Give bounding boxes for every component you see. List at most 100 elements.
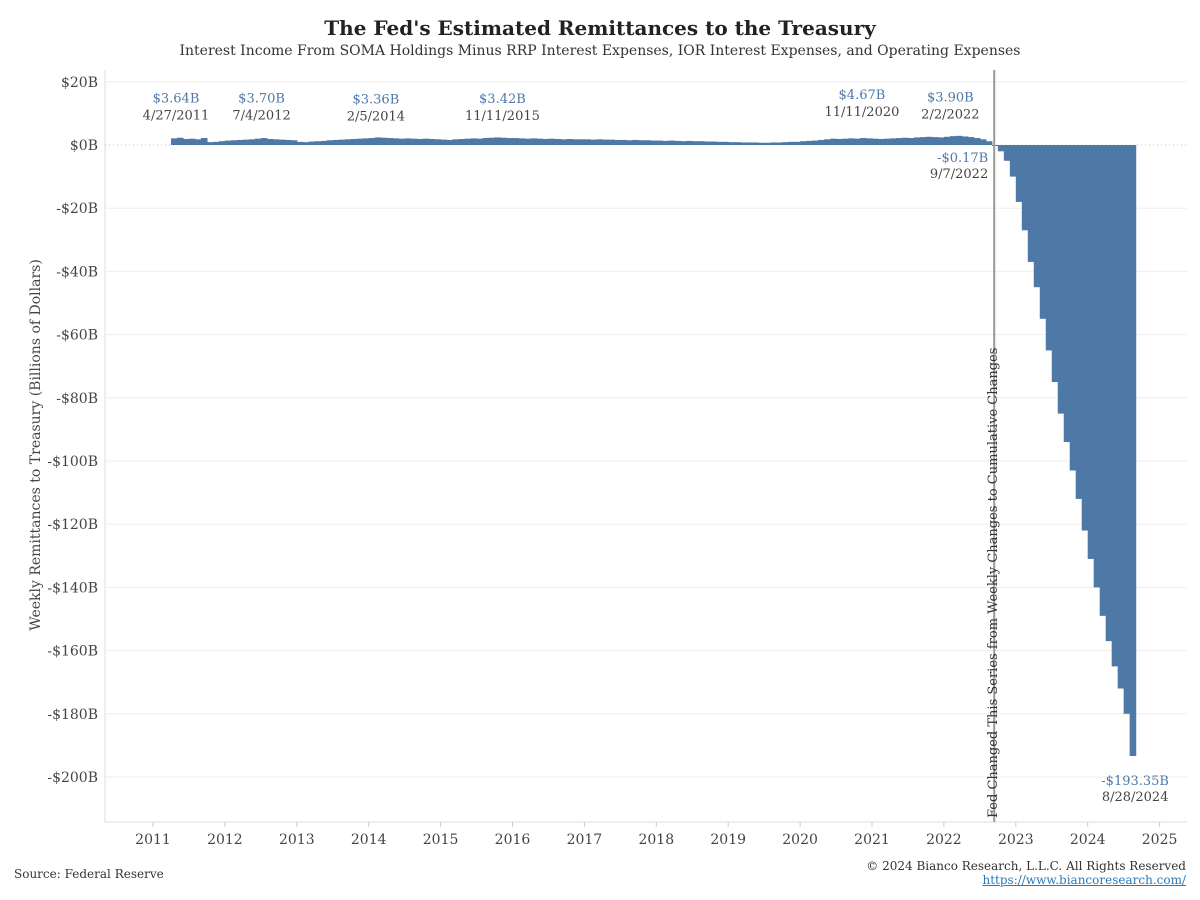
- bar: [662, 140, 669, 145]
- bar: [997, 145, 1005, 152]
- bar: [254, 138, 262, 145]
- bar: [883, 138, 891, 145]
- x-tick-label: 2018: [638, 832, 674, 848]
- bar: [943, 136, 951, 145]
- y-tick-label: $0B: [70, 138, 98, 154]
- annotation-value: $3.90B: [927, 91, 974, 106]
- bar: [866, 138, 873, 145]
- bar: [488, 137, 496, 145]
- bar: [734, 142, 741, 145]
- bar: [1063, 145, 1071, 443]
- bar: [188, 138, 196, 145]
- bar: [536, 138, 544, 145]
- bar: [824, 139, 831, 145]
- bar: [1069, 145, 1077, 471]
- bar: [740, 142, 747, 145]
- bar: [794, 141, 801, 145]
- x-tick-label: 2011: [135, 832, 171, 848]
- bar: [260, 138, 268, 145]
- bar: [518, 138, 526, 145]
- x-tick-label: 2016: [495, 832, 531, 848]
- bar: [512, 138, 520, 145]
- bar: [967, 137, 975, 145]
- y-tick-label: -$40B: [56, 264, 98, 280]
- bar: [1015, 145, 1023, 202]
- bar: [710, 141, 717, 145]
- bar: [800, 141, 807, 145]
- bar: [212, 141, 220, 145]
- bar: [692, 141, 699, 145]
- bar: [410, 138, 418, 145]
- bar: [668, 140, 675, 145]
- bar: [889, 138, 897, 145]
- bar: [500, 137, 508, 145]
- x-tick-label: 2014: [351, 832, 387, 848]
- website-link[interactable]: https://www.biancoresearch.com/: [982, 873, 1186, 887]
- y-tick-label: -$140B: [47, 580, 98, 596]
- bar: [290, 140, 298, 145]
- annotation-value: $3.42B: [479, 92, 526, 107]
- bar: [494, 137, 502, 145]
- bar: [530, 138, 538, 145]
- bar: [955, 135, 963, 145]
- bar: [578, 139, 585, 145]
- bar: [979, 139, 987, 145]
- y-axis-label: Weekly Remittances to Treasury (Billions…: [28, 259, 44, 631]
- bar: [680, 141, 687, 145]
- bar: [194, 139, 202, 145]
- bar: [1093, 145, 1101, 588]
- bar: [907, 138, 915, 145]
- bar: [674, 140, 681, 145]
- bar: [973, 138, 981, 145]
- bar: [913, 137, 921, 145]
- bar: [1111, 145, 1119, 667]
- y-tick-label: -$80B: [56, 391, 98, 407]
- annotation-date: 8/28/2024: [1102, 790, 1169, 805]
- bar: [877, 138, 885, 145]
- chart-subtitle: Interest Income From SOMA Holdings Minus…: [179, 43, 1021, 59]
- bar: [440, 139, 448, 145]
- annotation-value: -$193.35B: [1101, 774, 1169, 789]
- bar: [506, 138, 514, 145]
- bar: [1027, 145, 1035, 262]
- bar: [374, 137, 382, 145]
- annotation-value: $3.70B: [238, 91, 285, 106]
- bar: [854, 138, 861, 145]
- bar: [961, 136, 969, 145]
- chart-title: The Fed's Estimated Remittances to the T…: [324, 16, 876, 40]
- bar: [836, 138, 843, 145]
- annotation-date: 11/11/2015: [465, 109, 540, 124]
- bar: [362, 138, 370, 145]
- bar: [368, 138, 376, 145]
- bar: [206, 142, 214, 145]
- bar: [326, 140, 334, 145]
- bar: [356, 138, 364, 145]
- annotation-value: $3.64B: [153, 91, 200, 106]
- bar: [524, 138, 532, 145]
- bar: [446, 139, 454, 145]
- bar: [584, 139, 591, 145]
- bar: [746, 142, 753, 145]
- reference-line-label: Fed Changed This Series from Weekly Chan…: [986, 347, 1001, 818]
- bar: [350, 138, 358, 145]
- bar: [224, 140, 232, 145]
- bar: [1003, 145, 1011, 161]
- y-tick-label: -$100B: [47, 454, 98, 470]
- bar: [452, 139, 460, 145]
- bar: [248, 139, 256, 145]
- bar: [1123, 145, 1131, 714]
- y-tick-label: -$200B: [47, 770, 98, 786]
- annotation-value: -$0.17B: [937, 151, 988, 166]
- bar: [644, 140, 651, 145]
- source-note: Source: Federal Reserve: [14, 867, 164, 881]
- annotation-date: 2/5/2014: [347, 109, 405, 124]
- bar: [284, 139, 292, 145]
- bar: [302, 142, 310, 145]
- y-tick-label: -$180B: [47, 707, 98, 723]
- x-tick-label: 2021: [854, 832, 890, 848]
- bar: [542, 138, 550, 145]
- bar: [728, 142, 735, 145]
- bar: [632, 139, 639, 145]
